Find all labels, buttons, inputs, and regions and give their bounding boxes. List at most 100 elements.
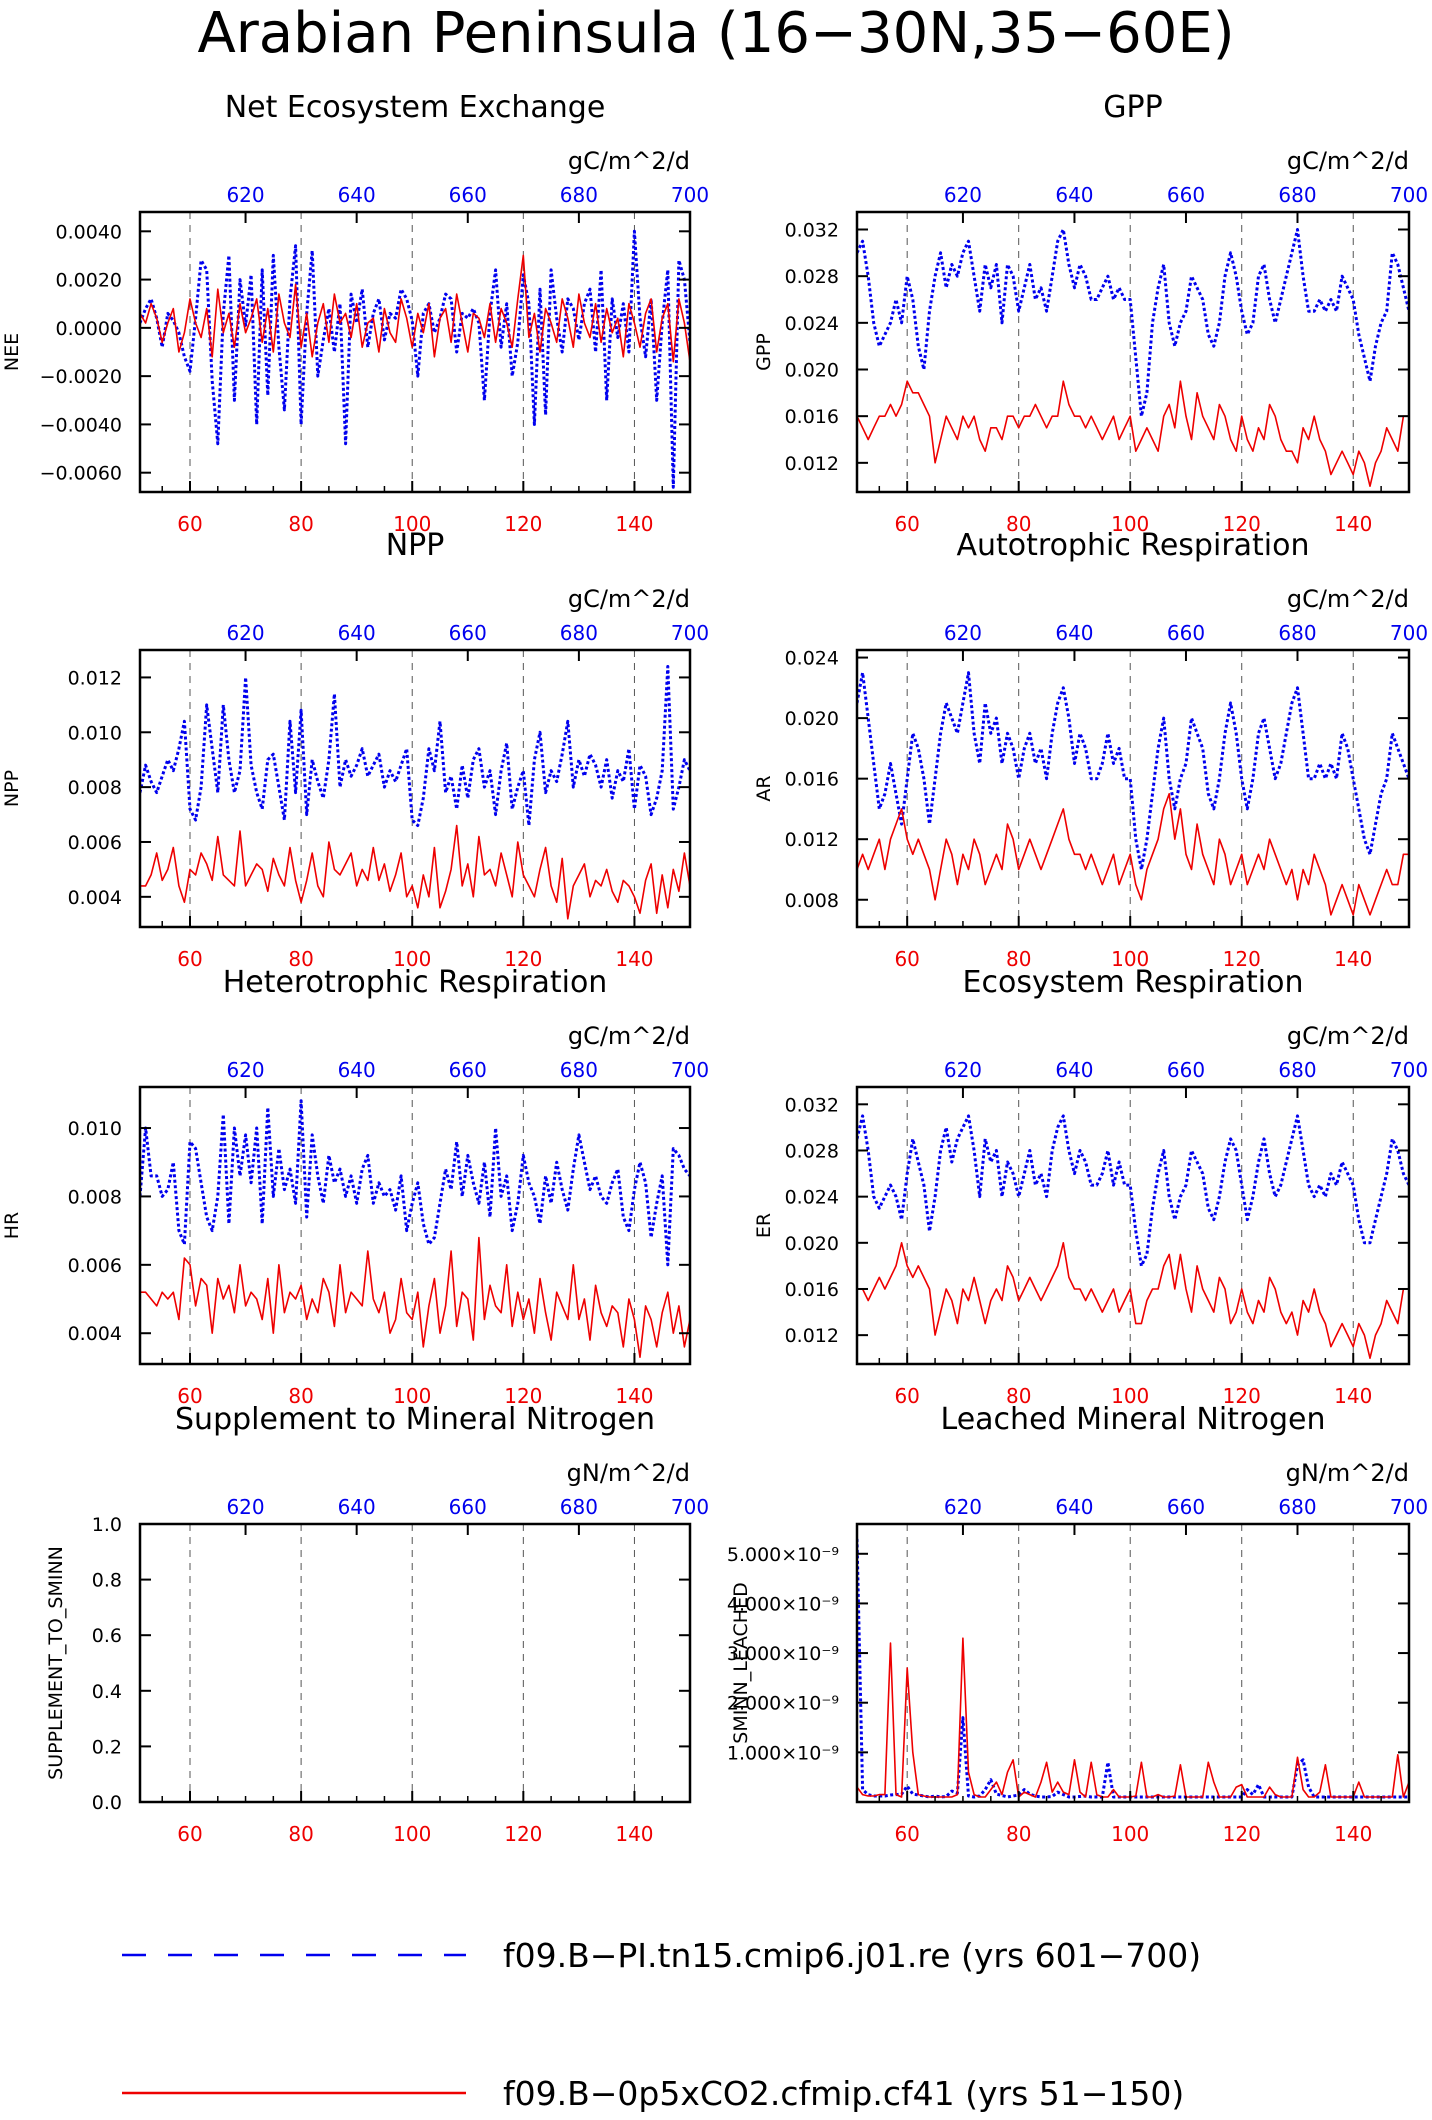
x-tick-label: 120 xyxy=(504,947,542,971)
x-tick-label: 80 xyxy=(288,512,313,536)
y-tick-label: 0.020 xyxy=(785,708,839,730)
legend: f09.B−PI.tn15.cmip6.j01.re (yrs 601−700)… xyxy=(122,1936,1201,2113)
chart-panel-5: Heterotrophic Respiration gC/m^2/d 60 80 100… xyxy=(1,965,709,1408)
x-tick-label: 100 xyxy=(393,1822,431,1846)
y-tick-label: 0.008 xyxy=(68,777,122,799)
y-tick-label: −0.0020 xyxy=(40,366,122,388)
y-axis-label: SUPPLEMENT_TO_SMINN xyxy=(45,1546,67,1780)
y-tick-label: 0.008 xyxy=(785,890,839,912)
y-tick-label: 0.0000 xyxy=(56,318,122,340)
top-x-tick-label: 700 xyxy=(1390,183,1428,207)
x-tick-label: 100 xyxy=(393,947,431,971)
units-label: gC/m^2/d xyxy=(568,1022,690,1050)
y-tick-label: 0.032 xyxy=(785,1094,839,1116)
x-tick-label: 120 xyxy=(504,512,542,536)
y-tick-label: 0.0 xyxy=(92,1792,122,1814)
x-tick-label: 60 xyxy=(177,1384,202,1408)
units-label: gC/m^2/d xyxy=(568,585,690,613)
x-tick-label: 100 xyxy=(1111,1384,1149,1408)
x-tick-label: 120 xyxy=(504,1822,542,1846)
y-tick-label: 0.012 xyxy=(68,667,122,689)
y-tick-label: 0.012 xyxy=(785,453,839,475)
chart-panel-7: Supplement to Mineral Nitrogen gN/m^2/d 60… xyxy=(45,1402,709,1846)
top-x-tick-label: 620 xyxy=(226,183,264,207)
top-x-tick-label: 680 xyxy=(560,183,598,207)
plot-frame xyxy=(855,210,1411,494)
top-x-tick-label: 640 xyxy=(338,183,376,207)
x-tick-label: 60 xyxy=(894,1822,919,1846)
plot-frame xyxy=(138,210,692,494)
top-x-tick-label: 700 xyxy=(1390,1495,1428,1519)
x-tick-label: 100 xyxy=(1111,512,1149,536)
x-tick-label: 120 xyxy=(1223,1384,1261,1408)
x-tick-label: 80 xyxy=(1006,1384,1031,1408)
series-line-blue xyxy=(140,1099,690,1267)
y-tick-label: 0.6 xyxy=(92,1625,122,1647)
series-line-red xyxy=(857,1242,1409,1359)
y-tick-label: 0.016 xyxy=(785,406,839,428)
y-tick-label: 2.000×10⁻⁹ xyxy=(727,1693,839,1715)
x-tick-label: 140 xyxy=(1334,512,1372,536)
top-x-tick-label: 680 xyxy=(560,621,598,645)
series-line-red xyxy=(140,254,690,363)
top-x-tick-label: 660 xyxy=(1167,183,1205,207)
y-tick-label: 0.016 xyxy=(785,769,839,791)
series-line-blue xyxy=(140,229,690,489)
panel-title: NPP xyxy=(386,528,445,563)
y-axis-label: SMINN_LEACHED xyxy=(730,1582,752,1743)
y-tick-label: 0.012 xyxy=(785,829,839,851)
top-x-tick-label: 660 xyxy=(449,1058,487,1082)
x-tick-label: 60 xyxy=(894,1384,919,1408)
y-tick-label: 0.024 xyxy=(785,313,839,335)
top-x-tick-label: 660 xyxy=(1167,1495,1205,1519)
top-x-tick-label: 660 xyxy=(1167,621,1205,645)
top-x-tick-label: 680 xyxy=(1278,1495,1316,1519)
panel-title: Net Ecosystem Exchange xyxy=(225,90,606,125)
series-line-red xyxy=(857,1637,1409,1798)
y-tick-label: 0.004 xyxy=(68,887,122,909)
x-tick-label: 60 xyxy=(177,512,202,536)
x-tick-label: 140 xyxy=(615,512,653,536)
x-tick-label: 100 xyxy=(1111,1822,1149,1846)
y-tick-label: 3.000×10⁻⁹ xyxy=(727,1643,839,1665)
y-tick-label: 0.006 xyxy=(68,832,122,854)
top-x-tick-label: 620 xyxy=(944,1058,982,1082)
x-tick-label: 140 xyxy=(1334,947,1372,971)
x-tick-label: 140 xyxy=(615,1384,653,1408)
x-tick-label: 100 xyxy=(393,1384,431,1408)
x-tick-label: 80 xyxy=(288,1822,313,1846)
top-x-tick-label: 620 xyxy=(226,1495,264,1519)
x-tick-label: 140 xyxy=(615,947,653,971)
y-tick-label: 0.010 xyxy=(68,1118,122,1140)
y-tick-label: 0.016 xyxy=(785,1279,839,1301)
units-label: gC/m^2/d xyxy=(1287,147,1409,175)
chart-panel-6: Ecosystem Respiration gC/m^2/d 60 80 100 120 1… xyxy=(753,965,1428,1408)
units-label: gC/m^2/d xyxy=(1287,585,1409,613)
units-label: gN/m^2/d xyxy=(567,1459,690,1487)
plot-frame xyxy=(138,1522,692,1804)
figure-title: Arabian Peninsula (16−30N,35−60E) xyxy=(197,1,1234,66)
chart-panels: Net Ecosystem Exchange gC/m^2/d 60 80 100 120… xyxy=(1,90,1428,1846)
y-tick-label: 1.000×10⁻⁹ xyxy=(727,1742,839,1764)
x-tick-label: 140 xyxy=(615,1822,653,1846)
y-tick-label: 0.004 xyxy=(68,1323,122,1345)
y-tick-label: 0.0020 xyxy=(56,270,122,292)
y-tick-label: 0.006 xyxy=(68,1255,122,1277)
panel-title: Heterotrophic Respiration xyxy=(223,965,608,1000)
x-tick-label: 140 xyxy=(1334,1822,1372,1846)
series-line-red xyxy=(857,380,1409,488)
x-tick-label: 120 xyxy=(1223,947,1261,971)
series-line-blue xyxy=(857,1538,1409,1799)
plot-frame xyxy=(855,1522,1411,1804)
y-tick-label: 5.000×10⁻⁹ xyxy=(727,1544,839,1566)
chart-panel-3: NPP gC/m^2/d 60 80 100 120 140 620 640 660 680 700 0… xyxy=(1,528,709,971)
top-x-tick-label: 700 xyxy=(1390,1058,1428,1082)
legend-label: f09.B−0p5xCO2.cfmip.cf41 (yrs 51−150) xyxy=(503,2074,1184,2113)
x-tick-label: 80 xyxy=(288,947,313,971)
y-tick-label: 0.020 xyxy=(785,360,839,382)
panel-title: Supplement to Mineral Nitrogen xyxy=(175,1402,655,1437)
y-tick-label: 0.0040 xyxy=(56,221,122,243)
top-x-tick-label: 680 xyxy=(1278,621,1316,645)
x-tick-label: 60 xyxy=(894,512,919,536)
